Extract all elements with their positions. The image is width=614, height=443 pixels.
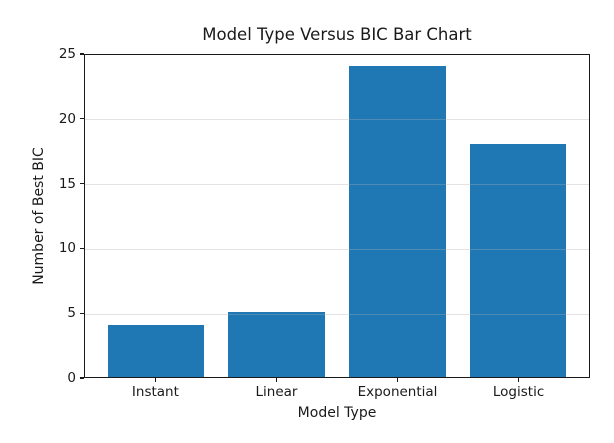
bar-exponential bbox=[349, 65, 446, 377]
bar-logistic bbox=[469, 143, 567, 377]
y-axis-label: Number of Best BIC bbox=[31, 147, 47, 285]
gridline-y-20 bbox=[85, 119, 589, 121]
y-tick-mark-20 bbox=[80, 118, 84, 120]
y-tick-mark-25 bbox=[80, 53, 84, 55]
x-tick-label-instant: Instant bbox=[131, 384, 179, 400]
x-tick-label-logistic: Logistic bbox=[492, 384, 545, 400]
y-tick-label-0: 0 bbox=[67, 370, 76, 386]
y-tick-mark-5 bbox=[80, 312, 84, 314]
bar-instant bbox=[107, 325, 205, 377]
y-tick-label-5: 5 bbox=[67, 305, 76, 322]
y-tick-mark-10 bbox=[80, 247, 84, 250]
y-tick-label-25: 25 bbox=[58, 46, 76, 62]
x-axis-label: Model Type bbox=[297, 405, 377, 421]
y-tick-mark-15 bbox=[80, 182, 84, 185]
x-tick-label-exponential: Exponential bbox=[357, 384, 438, 400]
x-tick-mark-logistic bbox=[517, 378, 520, 382]
bar-linear bbox=[228, 312, 325, 377]
plot-area bbox=[84, 54, 590, 378]
y-tick-label-20: 20 bbox=[58, 110, 76, 127]
y-tick-label-15: 15 bbox=[58, 175, 76, 192]
x-tick-label-linear: Linear bbox=[255, 384, 298, 400]
x-tick-mark-exponential bbox=[396, 378, 399, 382]
x-tick-mark-instant bbox=[154, 378, 157, 382]
chart-title: Model Type Versus BIC Bar Chart bbox=[202, 25, 472, 44]
x-tick-mark-linear bbox=[275, 378, 278, 382]
y-tick-label-10: 10 bbox=[58, 240, 76, 257]
y-tick-mark-0 bbox=[80, 377, 84, 379]
